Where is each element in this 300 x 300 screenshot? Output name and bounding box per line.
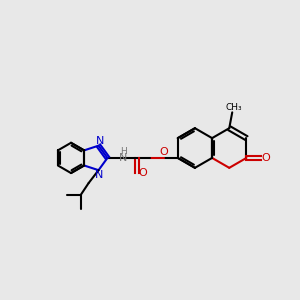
Text: N: N: [96, 136, 105, 146]
Text: O: O: [139, 168, 148, 178]
Text: H: H: [120, 148, 127, 157]
Text: CH₃: CH₃: [226, 103, 242, 112]
Text: N: N: [95, 170, 104, 180]
Text: O: O: [262, 153, 271, 163]
Text: O: O: [160, 147, 168, 157]
Text: N: N: [119, 153, 128, 163]
